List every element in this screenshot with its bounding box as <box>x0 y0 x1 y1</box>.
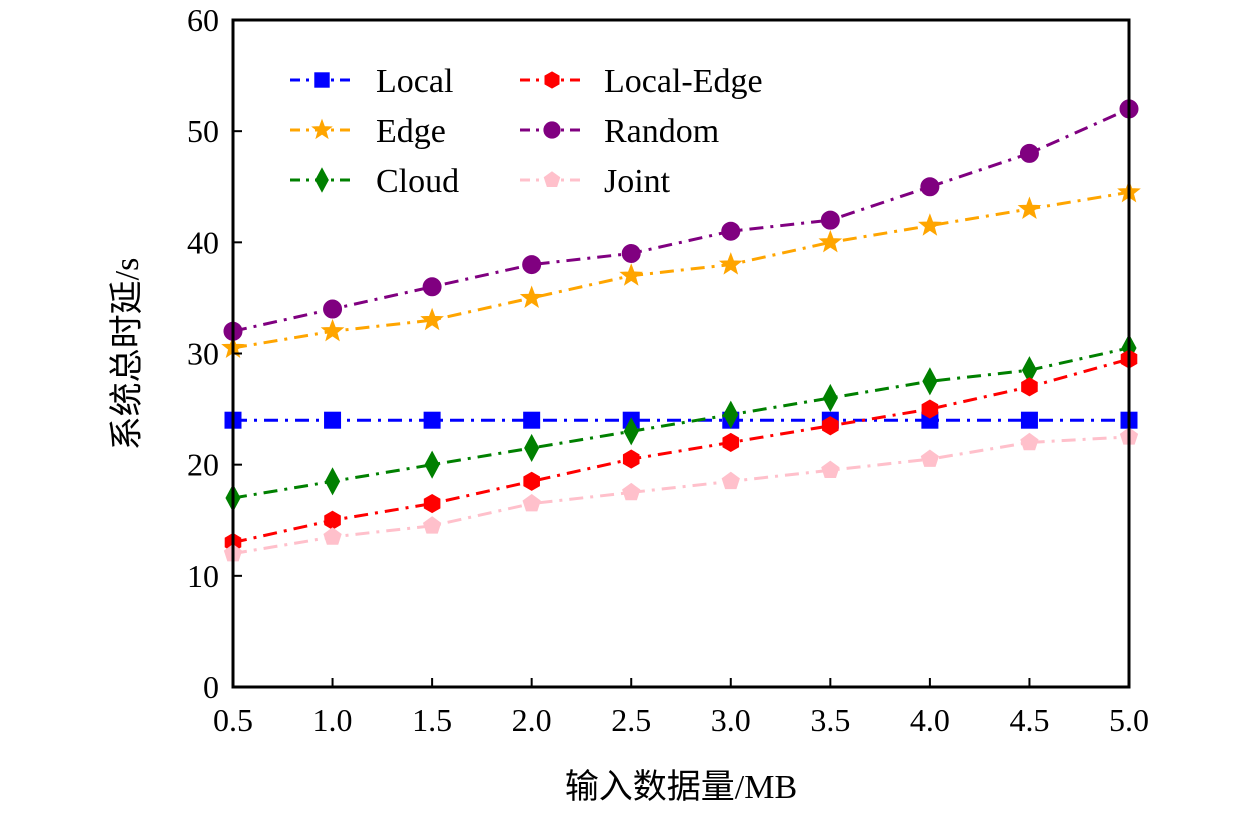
data-point-star <box>818 229 843 253</box>
series-cloud <box>225 333 1137 513</box>
series-local <box>224 411 1138 429</box>
y-tick-label: 20 <box>187 447 219 483</box>
data-point-star <box>519 285 544 308</box>
y-tick-label: 0 <box>203 669 219 705</box>
data-point-diamond <box>822 383 838 413</box>
data-point-pentagon <box>622 482 641 501</box>
data-point-hexagon <box>822 416 839 436</box>
x-tick-label: 3.0 <box>711 702 751 738</box>
data-point-pentagon <box>721 471 740 490</box>
data-point-square <box>523 411 541 429</box>
data-point-pentagon <box>1020 432 1039 451</box>
series-line <box>232 357 1130 544</box>
data-point-pentagon <box>522 493 541 512</box>
data-point-hexagon <box>324 510 341 530</box>
legend-marker-diamond <box>315 167 329 193</box>
legend-item: Cloud <box>290 163 459 200</box>
legend-label: Edge <box>376 113 446 150</box>
data-point-circle <box>522 255 542 275</box>
data-point-circle <box>721 221 741 241</box>
x-tick-label: 4.0 <box>910 702 950 738</box>
legend-item: Random <box>520 113 719 150</box>
x-tick-label: 1.5 <box>412 702 452 738</box>
data-point-hexagon <box>722 432 740 453</box>
data-point-pentagon <box>323 527 342 545</box>
data-point-star <box>420 307 444 331</box>
y-tick-label: 10 <box>187 558 219 594</box>
y-axis-title: 系统总时延/s <box>108 258 146 451</box>
x-tick-label: 2.5 <box>611 702 651 738</box>
x-tick-label: 1.0 <box>313 702 353 738</box>
legend-label: Local <box>376 63 453 100</box>
data-point-hexagon <box>523 471 540 491</box>
y-tick-label: 40 <box>187 224 219 260</box>
data-point-circle <box>621 243 641 263</box>
x-tick-label: 0.5 <box>213 702 253 738</box>
y-tick-label: 50 <box>187 113 219 149</box>
data-point-hexagon <box>1021 377 1038 397</box>
legend-marker-square <box>314 72 330 88</box>
data-point-diamond <box>324 467 341 496</box>
legend-marker-circle <box>543 121 561 139</box>
data-point-square <box>423 411 441 429</box>
data-point-circle <box>820 210 840 230</box>
x-tick-label: 3.5 <box>810 702 850 738</box>
data-point-diamond <box>723 400 739 429</box>
data-point-diamond <box>922 367 938 396</box>
series-edge <box>221 179 1141 359</box>
x-tick-label: 4.5 <box>1009 702 1049 738</box>
y-tick-label: 60 <box>187 2 219 38</box>
data-point-circle <box>323 299 343 319</box>
legend: Local Edge Cloud Local-Edge Random Joint <box>290 63 763 200</box>
legend-label: Cloud <box>376 163 459 200</box>
legend-marker-star <box>311 118 333 140</box>
data-point-pentagon <box>821 460 840 479</box>
data-point-star <box>619 263 644 286</box>
data-point-diamond <box>623 417 639 446</box>
data-point-hexagon <box>622 449 640 469</box>
legend-label: Random <box>604 113 719 150</box>
x-tick-label: 2.0 <box>512 702 552 738</box>
data-point-diamond <box>424 450 440 479</box>
x-tick-label: 5.0 <box>1109 702 1149 738</box>
data-point-star <box>918 213 942 236</box>
data-point-circle <box>422 277 442 297</box>
data-point-hexagon <box>921 399 939 419</box>
legend-marker-hexagon <box>544 71 560 89</box>
data-point-square <box>1020 411 1038 429</box>
data-point-pentagon <box>422 516 442 534</box>
legend-label: Joint <box>604 163 671 200</box>
legend-marker-pentagon <box>543 171 561 188</box>
legend-item: Local-Edge <box>520 63 763 100</box>
data-point-square <box>324 411 342 429</box>
legend-item: Joint <box>520 163 671 200</box>
series-local-edge <box>224 349 1138 553</box>
data-point-star <box>1017 196 1042 220</box>
series-line <box>232 107 1130 333</box>
series-joint <box>223 427 1139 562</box>
series-line <box>232 435 1130 556</box>
data-point-circle <box>920 177 940 197</box>
data-point-diamond <box>524 433 540 463</box>
series-line <box>232 346 1130 500</box>
legend-item: Local <box>290 63 453 100</box>
data-point-star <box>718 252 743 275</box>
data-point-hexagon <box>423 493 441 514</box>
x-axis-title: 输入数据量/MB <box>565 768 797 806</box>
y-tick-label: 30 <box>187 336 219 372</box>
ticks-layer: 0.5 1.0 1.5 2.0 2.5 3.0 3.5 4.0 4.5 5.0 0 10 20 30 40 5… <box>187 2 1149 738</box>
series-layer <box>221 99 1141 562</box>
legend-item: Edge <box>290 113 446 150</box>
data-point-pentagon <box>920 449 940 467</box>
series-line <box>232 190 1130 350</box>
data-point-star <box>320 318 345 342</box>
data-point-circle <box>1019 143 1039 163</box>
legend-label: Local-Edge <box>604 63 763 100</box>
